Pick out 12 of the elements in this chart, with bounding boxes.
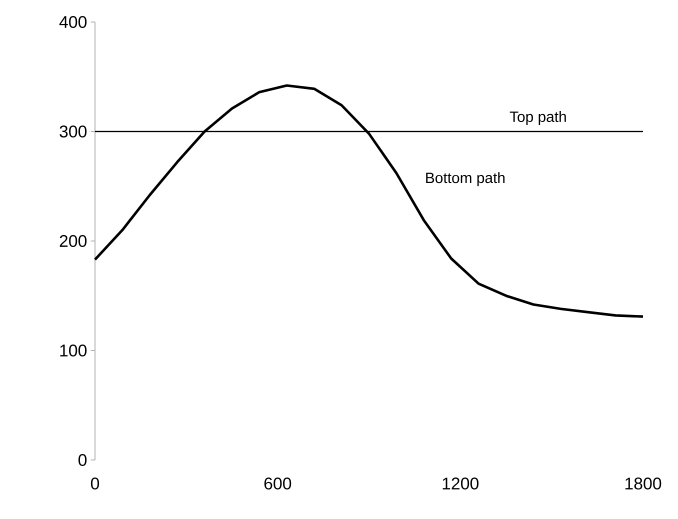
series-label: Bottom path bbox=[426, 172, 505, 186]
line-series bbox=[94, 84, 644, 318]
x-tick-label: 0 bbox=[90, 478, 100, 490]
y-tick-label: 100 bbox=[60, 344, 87, 356]
y-tick-label: 0 bbox=[78, 454, 87, 466]
y-tick-label: 300 bbox=[60, 126, 87, 138]
x-tick-label: 600 bbox=[264, 478, 292, 490]
y-tick-label: 400 bbox=[59, 16, 87, 28]
x-tick-label: 1200 bbox=[442, 478, 479, 490]
x-tick-label: 1800 bbox=[625, 478, 662, 490]
y-tick-label: 200 bbox=[60, 235, 87, 247]
ref-line-label: Top path bbox=[510, 111, 566, 125]
